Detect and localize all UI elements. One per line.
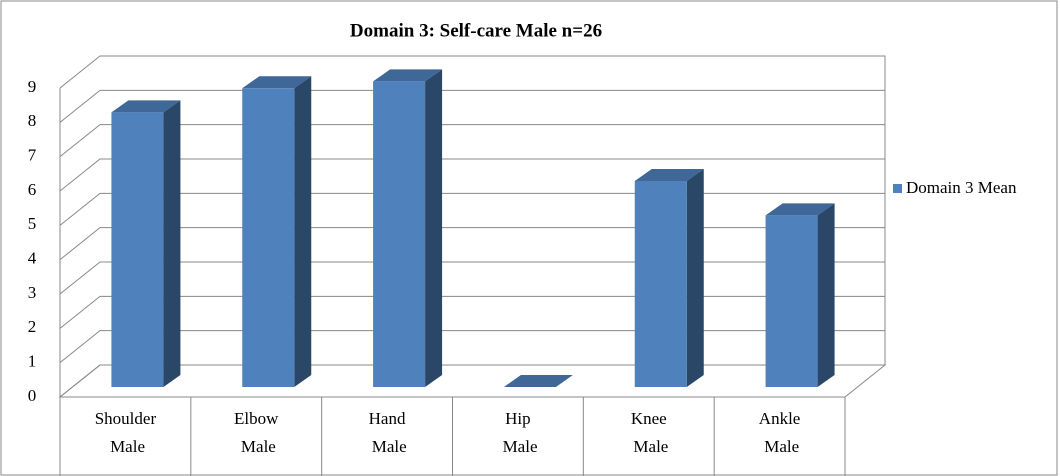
bar-top — [503, 375, 573, 387]
grid-line — [59, 89, 885, 123]
grid-line — [59, 192, 885, 226]
y-tick-label: 5 — [28, 214, 37, 233]
x-tick-label: Hand Male — [367, 409, 406, 456]
bar — [373, 69, 443, 387]
x-tick-label: Elbow Male — [234, 409, 279, 456]
bar-front — [111, 112, 164, 387]
grid-line — [59, 364, 885, 398]
bar-top — [111, 100, 181, 113]
y-tick-label: 6 — [28, 180, 37, 199]
bar-side — [163, 100, 181, 387]
grid-line — [59, 261, 885, 295]
y-tick-label: 7 — [28, 146, 37, 165]
grid-line — [59, 227, 885, 261]
bar-front — [242, 88, 295, 388]
bar-top — [765, 203, 835, 216]
x-tick-label: Shoulder Male — [95, 409, 157, 456]
y-tick-label: 8 — [28, 111, 37, 130]
bar — [503, 375, 573, 387]
bar-side — [294, 76, 312, 388]
y-tick-label: 0 — [28, 386, 37, 405]
y-tick-label: 3 — [28, 283, 37, 302]
x-tick-label: Hip Male — [498, 409, 537, 456]
bar — [634, 169, 704, 387]
bar-top — [373, 69, 443, 82]
grid-line — [59, 55, 885, 89]
y-tick-label: 2 — [28, 317, 37, 336]
bar-top — [634, 169, 704, 181]
bar-top — [242, 76, 312, 89]
legend-swatch — [893, 184, 902, 193]
grid-line — [59, 158, 885, 192]
bar — [242, 76, 312, 388]
bar-side — [817, 203, 835, 387]
grid-line — [59, 330, 885, 364]
grid-line — [59, 295, 885, 329]
bar-side — [425, 69, 443, 387]
x-tick-label: Knee Male — [629, 409, 668, 456]
bar-front — [373, 81, 426, 387]
x-tick-label: Ankle Male — [759, 409, 801, 456]
bar-front — [634, 181, 687, 387]
legend-label: Domain 3 Mean — [906, 178, 1017, 197]
y-tick-label: 4 — [28, 249, 37, 268]
bar-front — [765, 215, 818, 387]
bar — [765, 203, 835, 387]
chart-title: Domain 3: Self-care Male n=26 — [350, 20, 602, 41]
bar — [111, 100, 181, 387]
y-tick-label: 1 — [28, 352, 37, 371]
y-tick-label: 9 — [28, 77, 37, 96]
bar-side — [686, 169, 704, 387]
grid-line — [59, 124, 885, 158]
